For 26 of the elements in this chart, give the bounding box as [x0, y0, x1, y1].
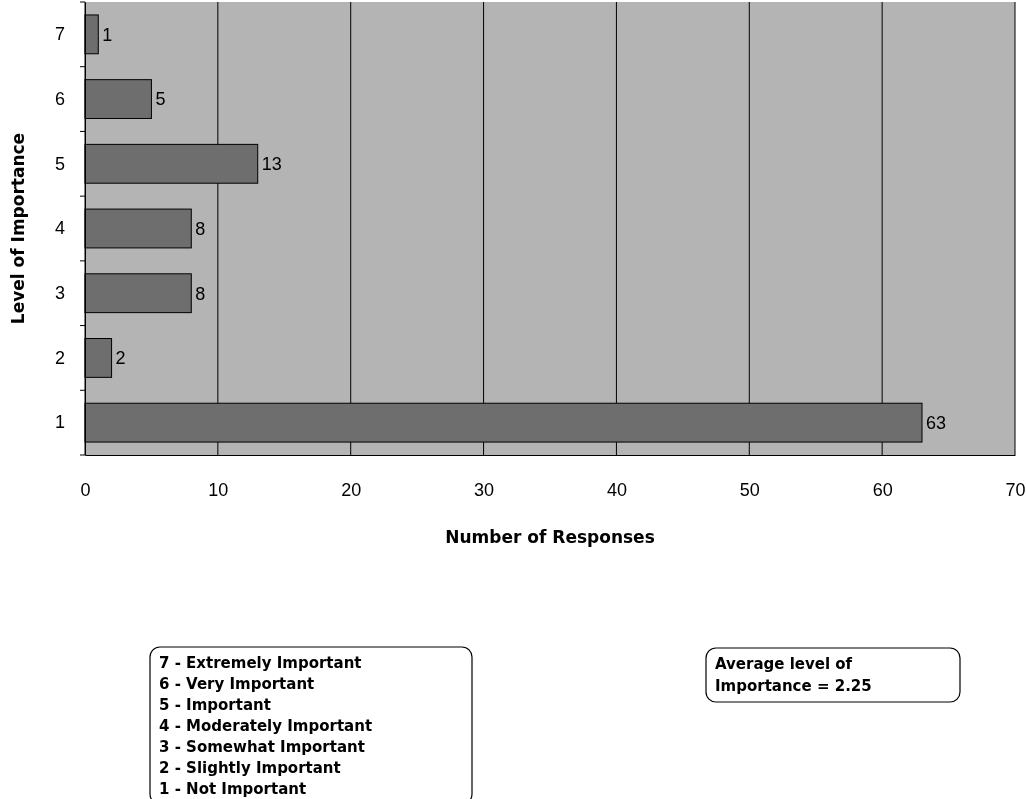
y-tick-label: 6: [54, 88, 65, 109]
y-axis-title: Level of Importance: [8, 132, 28, 325]
x-tick-label: 40: [606, 479, 627, 500]
y-tick-label: 7: [54, 24, 65, 45]
x-axis-title: Number of Responses: [445, 527, 655, 547]
x-tick-label: 50: [739, 479, 760, 500]
y-tick-label: 2: [54, 347, 65, 368]
x-tick-label: 10: [208, 479, 229, 500]
y-tick-label: 5: [54, 153, 65, 174]
text: 7 - Extremely Important 6 - Very Important 5 - Important 4 - Moderately Important 3 - Somewhat Important 2 - Slightly Important 1 - Not Important: [159, 653, 373, 798]
x-tick-label: 60: [872, 479, 893, 500]
y-tick-label: 4: [54, 218, 65, 239]
x-tick-label: 0: [80, 479, 91, 500]
y-tick-label: 3: [54, 282, 65, 303]
data-label: 5: [155, 89, 166, 110]
data-label: 8: [195, 283, 206, 304]
data-label: 2: [115, 348, 126, 369]
x-tick-label: 30: [474, 479, 495, 500]
data-label: 8: [195, 218, 206, 239]
data-label: 1: [102, 24, 113, 45]
x-tick-label: 70: [1005, 479, 1026, 500]
data-label: 13: [261, 154, 282, 175]
y-tick-label: 1: [54, 412, 65, 433]
x-tick-label: 20: [341, 479, 362, 500]
text: Average level of Importance = 2.25: [715, 654, 872, 695]
data-label: 63: [926, 412, 947, 433]
